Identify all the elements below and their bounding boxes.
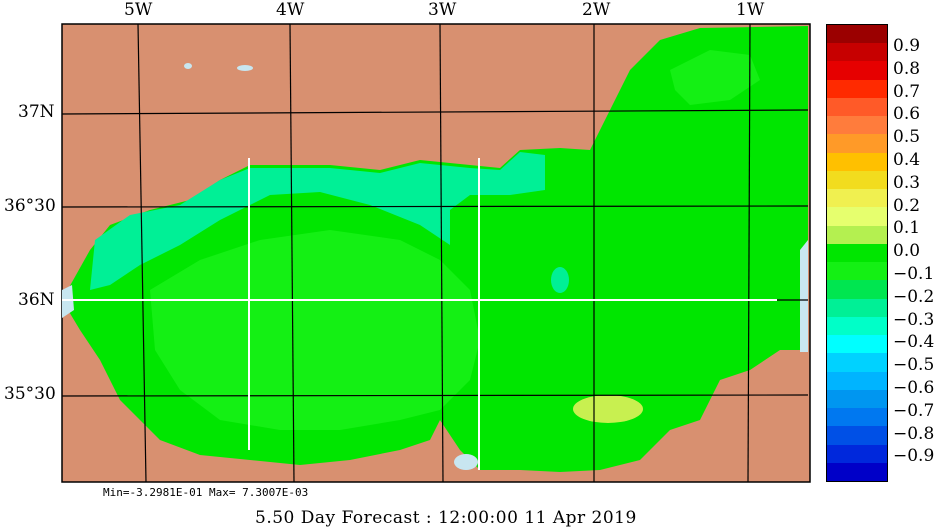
lat-label-35-30: 35°30 [4, 384, 56, 404]
shallow-east [800, 240, 808, 352]
min-max-stats: Min=-3.2981E-01 Max= 7.3007E-03 [103, 486, 309, 499]
lake-2 [237, 65, 253, 71]
colorbar-tick-label: 0.5 [893, 127, 921, 148]
colorbar-tick-label: −0.4 [893, 332, 935, 353]
lon-label-1w: 1W [736, 0, 765, 20]
colorbar-tick-label: 0.8 [893, 58, 921, 79]
colorbar-segment [827, 280, 887, 300]
lat-label-36-30: 36°30 [4, 196, 56, 216]
colorbar-tick-label: 0.2 [893, 195, 921, 216]
colorbar-segment [827, 462, 887, 482]
colorbar-segment [827, 426, 887, 445]
colorbar-segment [827, 444, 887, 464]
transect-lines [62, 158, 777, 470]
colorbar-tick-label: −0.5 [893, 355, 935, 376]
colorbar-tick-label: −0.6 [893, 378, 935, 398]
colorbar-tick-label: −0.1 [893, 264, 935, 284]
colorbar-segment [827, 116, 887, 135]
colorbar-tick-label: 0.3 [893, 172, 921, 193]
colorbar-segment [827, 25, 887, 44]
colorbar-tick-label: −0.7 [893, 400, 935, 421]
colorbar-tick-label: −0.8 [893, 423, 935, 444]
sea-light-east [670, 50, 760, 105]
anomaly-patch [573, 395, 643, 423]
colorbar-segment [827, 353, 887, 373]
colorbar-tick-label: 0.0 [893, 241, 921, 262]
colorbar-segment [827, 389, 887, 409]
colorbar-tick-label: 0.9 [893, 36, 921, 56]
colorbar-segment [827, 43, 887, 62]
sea-light-band [150, 230, 480, 430]
colorbar-segment [827, 61, 887, 81]
colorbar-tick-label: 0.6 [893, 104, 921, 125]
colorbar-segment [827, 335, 887, 354]
colorbar-segment [827, 262, 887, 281]
colorbar-segment [827, 170, 887, 190]
forecast-caption: 5.50 Day Forecast : 12:00:00 11 Apr 2019 [255, 508, 637, 528]
colorbar-segment [827, 316, 887, 336]
colorbar-tick-label: −0.2 [893, 286, 935, 307]
colorbar-segment [827, 225, 887, 245]
colorbar-segment [827, 207, 887, 227]
shallow-south [454, 454, 478, 470]
lat-label-36n: 36N [18, 290, 55, 310]
colorbar [826, 24, 888, 482]
lon-label-5w: 5W [124, 0, 153, 20]
colorbar-segment [827, 298, 887, 318]
colorbar-segment [827, 371, 887, 391]
colorbar-tick-label: −0.3 [893, 309, 935, 330]
lon-label-2w: 2W [582, 0, 611, 20]
colorbar-tick-label: 0.1 [893, 218, 921, 239]
colorbar-segment [827, 152, 887, 172]
colorbar-tick-label: −0.9 [893, 446, 935, 467]
colorbar-tick-label: 0.7 [893, 81, 921, 102]
colorbar-segment [827, 97, 887, 117]
sea-teal-spot [551, 267, 569, 293]
colorbar-tick-label: 0.4 [893, 150, 921, 170]
colorbar-segment [827, 189, 887, 208]
lon-label-3w: 3W [428, 0, 457, 20]
sea-teal-band [90, 152, 545, 290]
lake-1 [184, 63, 192, 69]
shallow-west [62, 285, 74, 318]
colorbar-segment [827, 408, 887, 427]
colorbar-segment [827, 79, 887, 99]
colorbar-segment [827, 243, 887, 263]
lat-label-37n: 37N [18, 102, 55, 122]
lon-label-4w: 4W [276, 0, 305, 20]
colorbar-segment [827, 134, 887, 154]
